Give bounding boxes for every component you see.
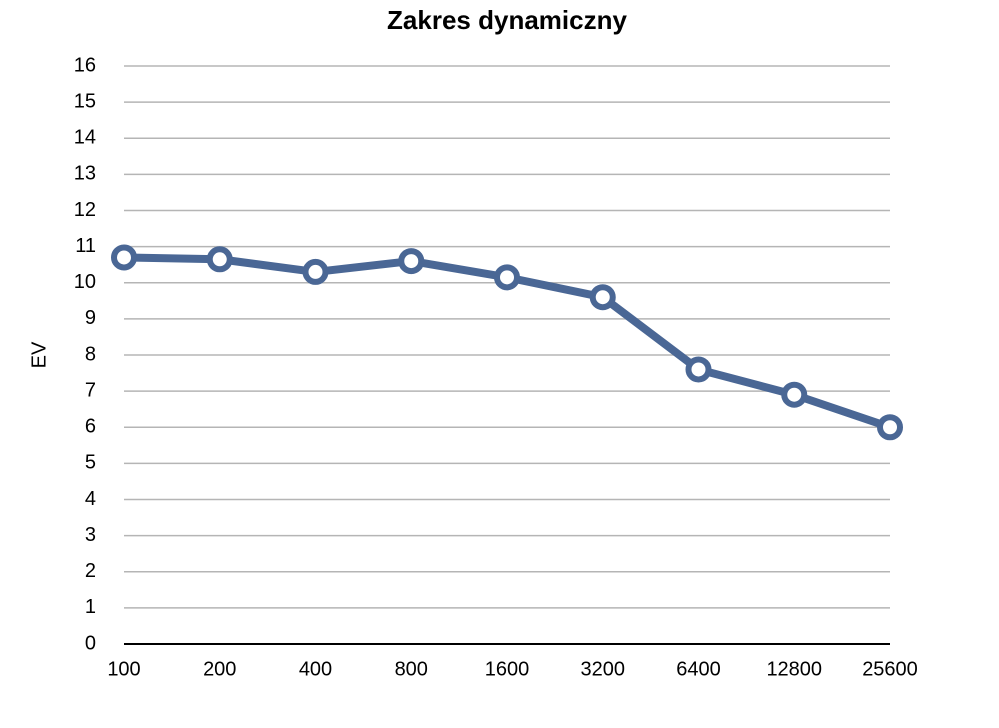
y-tick-label: 5 <box>85 452 96 474</box>
y-tick-label: 14 <box>74 127 96 149</box>
y-tick-label: 8 <box>85 343 96 365</box>
x-tick-label: 12800 <box>766 658 822 680</box>
data-point <box>877 414 903 441</box>
x-tick-label: 200 <box>203 658 236 680</box>
x-tick-label: 1600 <box>485 658 530 680</box>
data-point <box>685 356 712 383</box>
x-tick-label: 3200 <box>581 658 626 680</box>
y-axis-label: EV <box>28 341 50 368</box>
data-point <box>111 244 137 271</box>
y-tick-label: 11 <box>75 235 96 257</box>
y-tick-label: 12 <box>74 199 96 221</box>
x-tick-label: 25600 <box>862 658 918 680</box>
data-point <box>494 264 520 291</box>
x-tick-label: 100 <box>107 658 140 680</box>
y-tick-label: 13 <box>74 163 96 185</box>
data-point <box>781 381 808 408</box>
data-point <box>589 284 616 311</box>
x-tick-label: 400 <box>299 658 332 680</box>
y-tick-label: 4 <box>85 488 96 510</box>
y-tick-label: 0 <box>85 632 96 654</box>
x-tick-label: 800 <box>395 658 428 680</box>
x-tick-label: 6400 <box>676 658 721 680</box>
data-point <box>206 246 233 273</box>
y-tick-label: 16 <box>74 54 96 76</box>
y-tick-label: 6 <box>85 416 96 438</box>
y-tick-label: 9 <box>85 307 96 329</box>
y-tick-label: 3 <box>85 524 96 546</box>
y-tick-label: 2 <box>85 560 96 582</box>
y-tick-label: 15 <box>74 90 96 112</box>
data-point <box>302 258 329 285</box>
y-tick-label: 1 <box>85 596 96 618</box>
y-tick-label: 7 <box>85 379 96 401</box>
y-tick-label: 10 <box>74 271 96 293</box>
data-point <box>398 248 425 275</box>
chart-title: Zakres dynamiczny <box>387 5 627 35</box>
